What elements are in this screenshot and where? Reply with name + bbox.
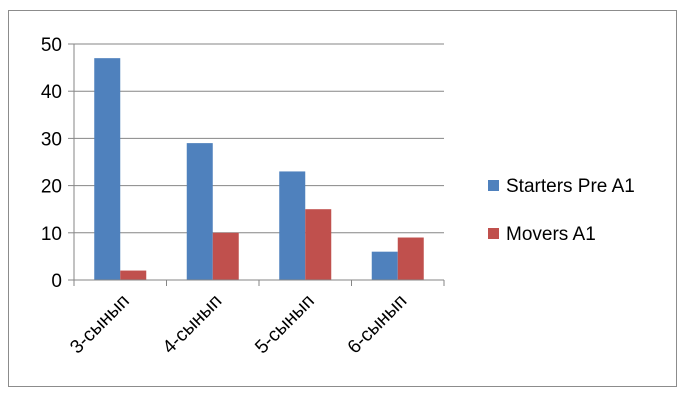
x-tick-label: 4-сынып — [159, 291, 227, 359]
y-tick-label: 40 — [41, 82, 62, 103]
axes — [68, 43, 445, 286]
bar — [120, 270, 147, 280]
legend-label: Movers A1 — [506, 224, 596, 245]
y-tick-label: 10 — [41, 224, 62, 245]
x-tick-labels: 3-сынып 4-сынып 5-сынып 6-сынып — [66, 291, 411, 359]
x-tick-label: 5-сынып — [251, 291, 319, 359]
bar — [212, 232, 239, 280]
bars — [94, 58, 424, 280]
legend-label: Starters Pre A1 — [506, 176, 635, 197]
y-tick-label: 0 — [51, 271, 62, 292]
bar — [305, 209, 332, 280]
legend-swatch — [488, 180, 499, 191]
x-tick-label: 6-сынып — [344, 291, 412, 359]
legend: Starters Pre A1 Movers A1 — [488, 176, 635, 245]
bar — [371, 251, 398, 280]
bar — [186, 143, 213, 280]
y-tick-labels: 0 10 20 30 40 50 — [41, 35, 62, 292]
bar — [94, 58, 121, 280]
gridlines — [74, 43, 444, 234]
y-tick-label: 50 — [41, 35, 62, 56]
y-tick-label: 20 — [41, 177, 62, 198]
bar — [279, 171, 306, 280]
bar — [397, 237, 424, 280]
legend-swatch — [488, 228, 499, 239]
x-tick-label: 3-сынып — [66, 291, 134, 359]
y-tick-label: 30 — [41, 129, 62, 150]
